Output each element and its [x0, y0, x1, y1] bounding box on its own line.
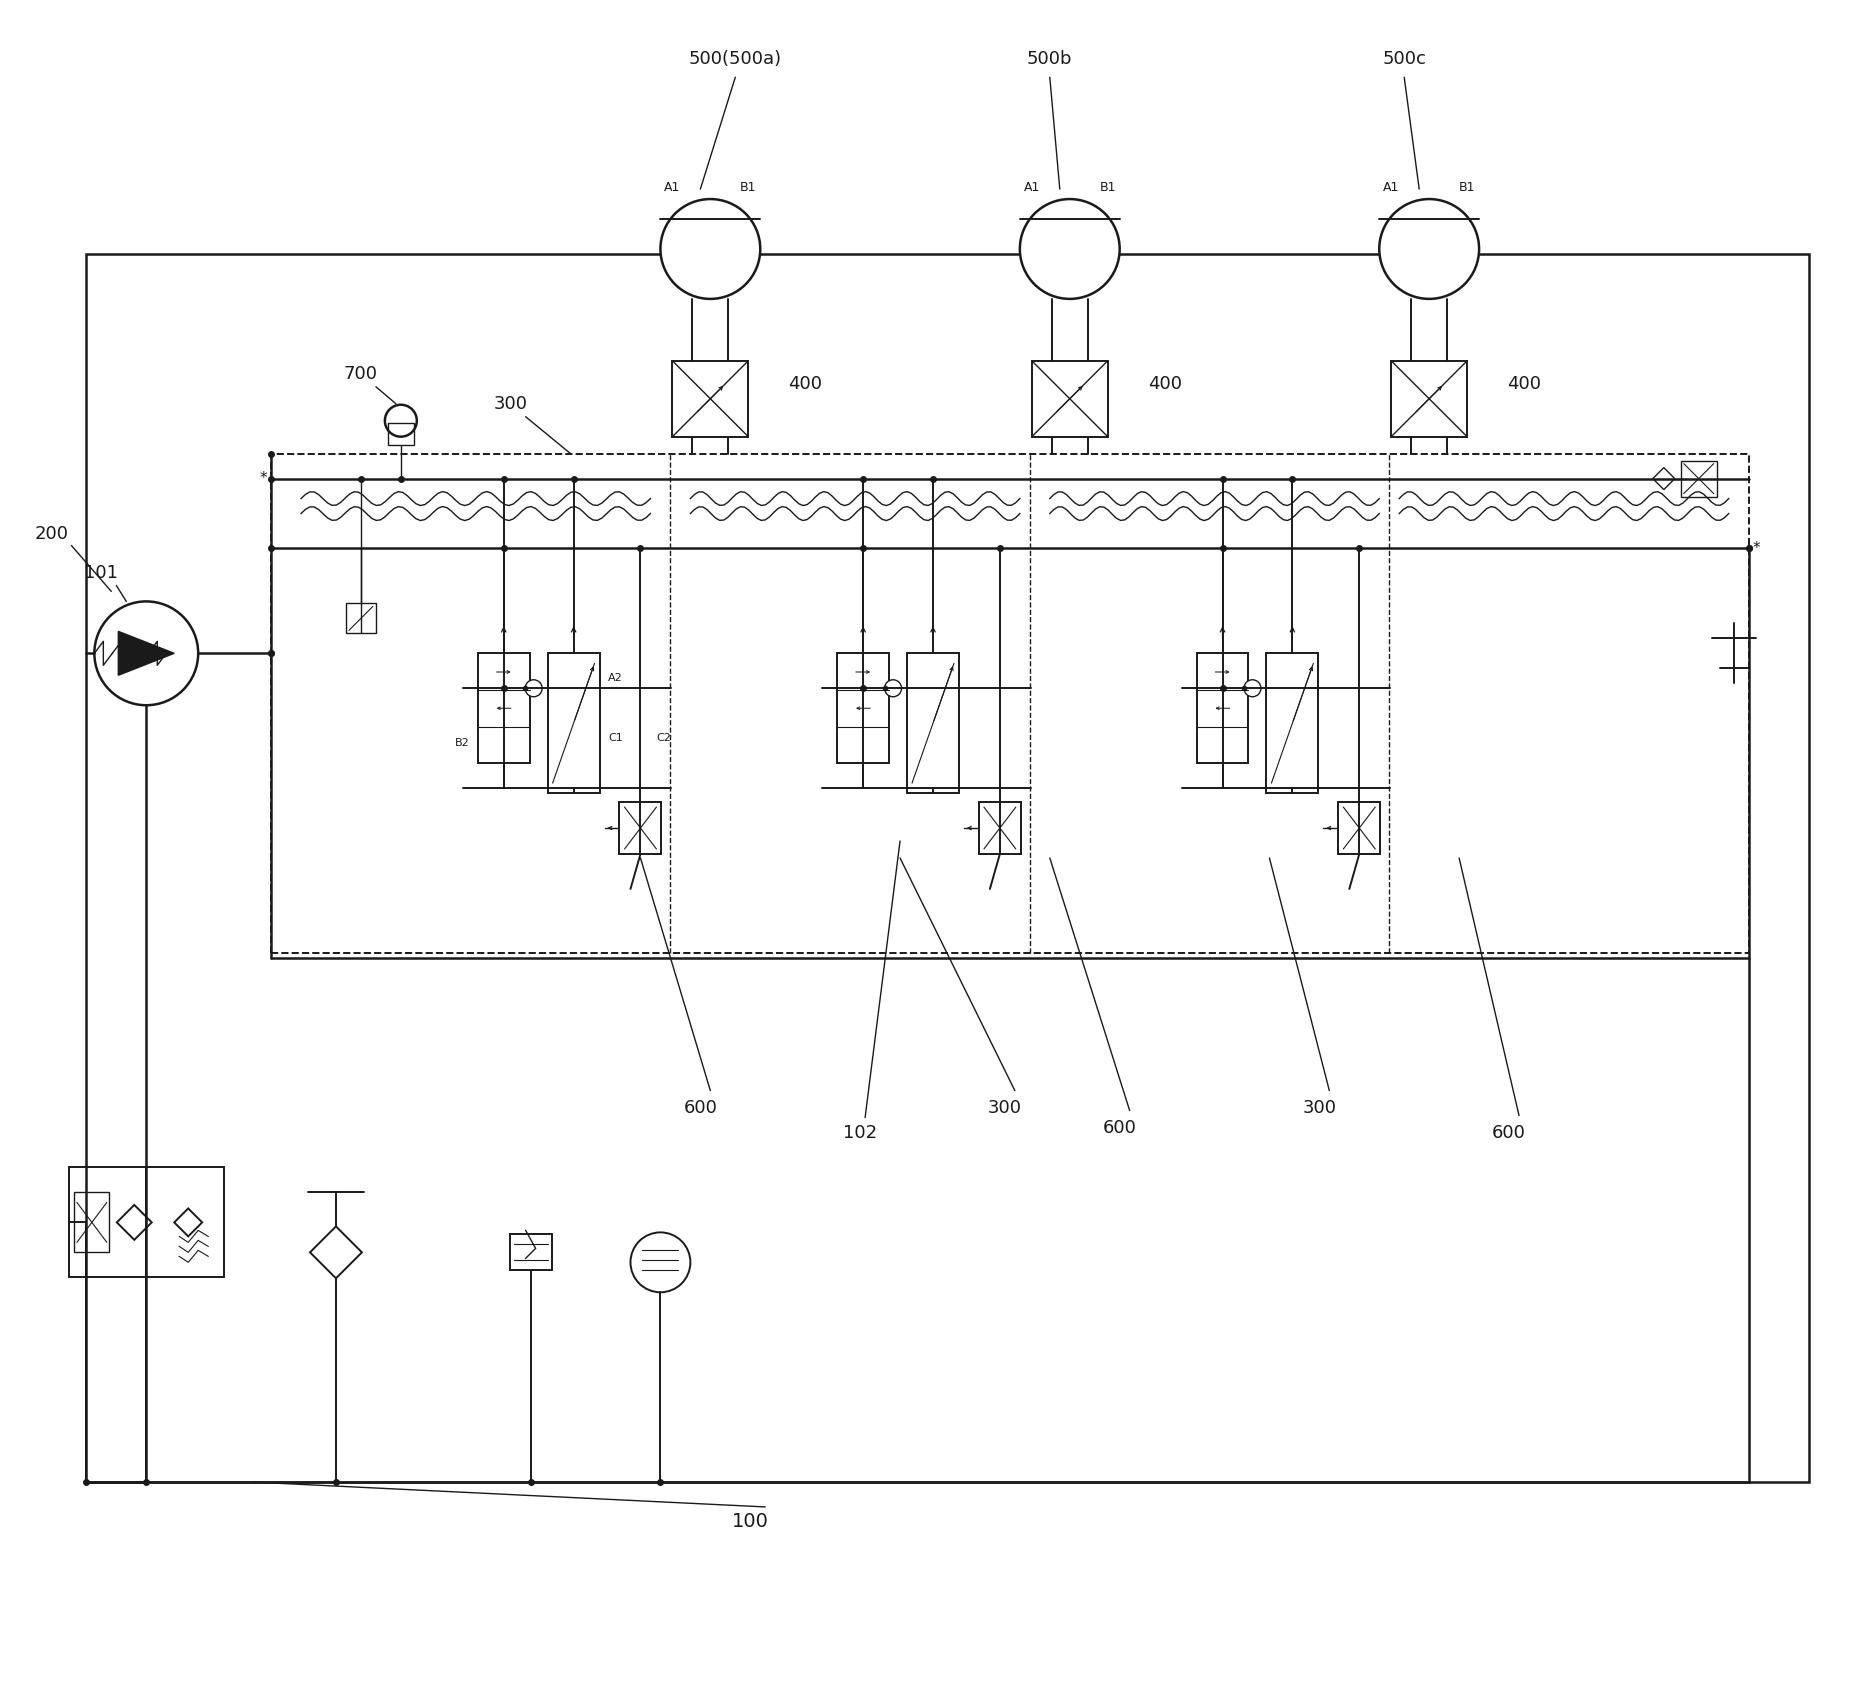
Polygon shape [1652, 468, 1674, 489]
Text: 100: 100 [733, 1512, 770, 1531]
Bar [272, 453, 1748, 954]
Circle shape [1019, 199, 1119, 300]
Circle shape [631, 1233, 690, 1293]
Bar [511, 1235, 551, 1270]
Polygon shape [118, 632, 174, 676]
Circle shape [1380, 199, 1480, 300]
Circle shape [660, 199, 760, 300]
Text: 500c: 500c [1382, 51, 1426, 68]
Bar [838, 654, 890, 763]
Text: A1: A1 [1384, 181, 1399, 194]
Bar [68, 1168, 224, 1277]
Bar [477, 654, 529, 763]
Text: 400: 400 [1508, 375, 1541, 393]
Text: 300: 300 [494, 395, 527, 412]
Text: 700: 700 [344, 364, 377, 383]
Bar [1682, 460, 1717, 497]
Bar [388, 422, 414, 444]
Bar [346, 603, 376, 634]
Circle shape [94, 601, 198, 705]
Text: 101: 101 [85, 564, 118, 582]
Bar [1391, 361, 1467, 436]
Bar [1267, 654, 1319, 794]
Text: C2: C2 [657, 734, 672, 743]
Bar [1197, 654, 1249, 763]
Bar [548, 654, 599, 794]
Text: 500(500a): 500(500a) [688, 51, 783, 68]
Polygon shape [117, 1206, 152, 1240]
Text: 102: 102 [844, 1124, 877, 1141]
Text: A1: A1 [664, 181, 681, 194]
Text: 500b: 500b [1027, 51, 1073, 68]
Bar [87, 254, 1809, 1482]
Text: 600: 600 [1103, 1119, 1136, 1136]
Text: 300: 300 [1302, 1098, 1336, 1117]
Text: A2: A2 [609, 673, 623, 683]
Circle shape [1243, 679, 1262, 697]
Bar [74, 1192, 109, 1252]
Text: B1: B1 [1460, 181, 1474, 194]
Text: *: * [259, 472, 266, 485]
Bar [620, 802, 662, 853]
Text: 400: 400 [1147, 375, 1182, 393]
Bar [906, 654, 958, 794]
Text: C1: C1 [609, 734, 623, 743]
Text: A1: A1 [1023, 181, 1040, 194]
Circle shape [525, 679, 542, 697]
Bar [979, 802, 1021, 853]
Circle shape [385, 405, 416, 436]
Polygon shape [311, 1226, 363, 1279]
Text: 600: 600 [1493, 1124, 1526, 1141]
Text: 600: 600 [683, 1098, 718, 1117]
Text: B1: B1 [1099, 181, 1116, 194]
Bar [672, 361, 747, 436]
Polygon shape [174, 1209, 202, 1236]
Text: 400: 400 [788, 375, 821, 393]
Text: *: * [1752, 542, 1761, 555]
Bar [1032, 361, 1108, 436]
Text: 300: 300 [988, 1098, 1021, 1117]
Bar [1338, 802, 1380, 853]
Circle shape [884, 679, 901, 697]
Text: 200: 200 [35, 525, 68, 543]
Text: B2: B2 [455, 737, 470, 748]
Text: B1: B1 [740, 181, 757, 194]
